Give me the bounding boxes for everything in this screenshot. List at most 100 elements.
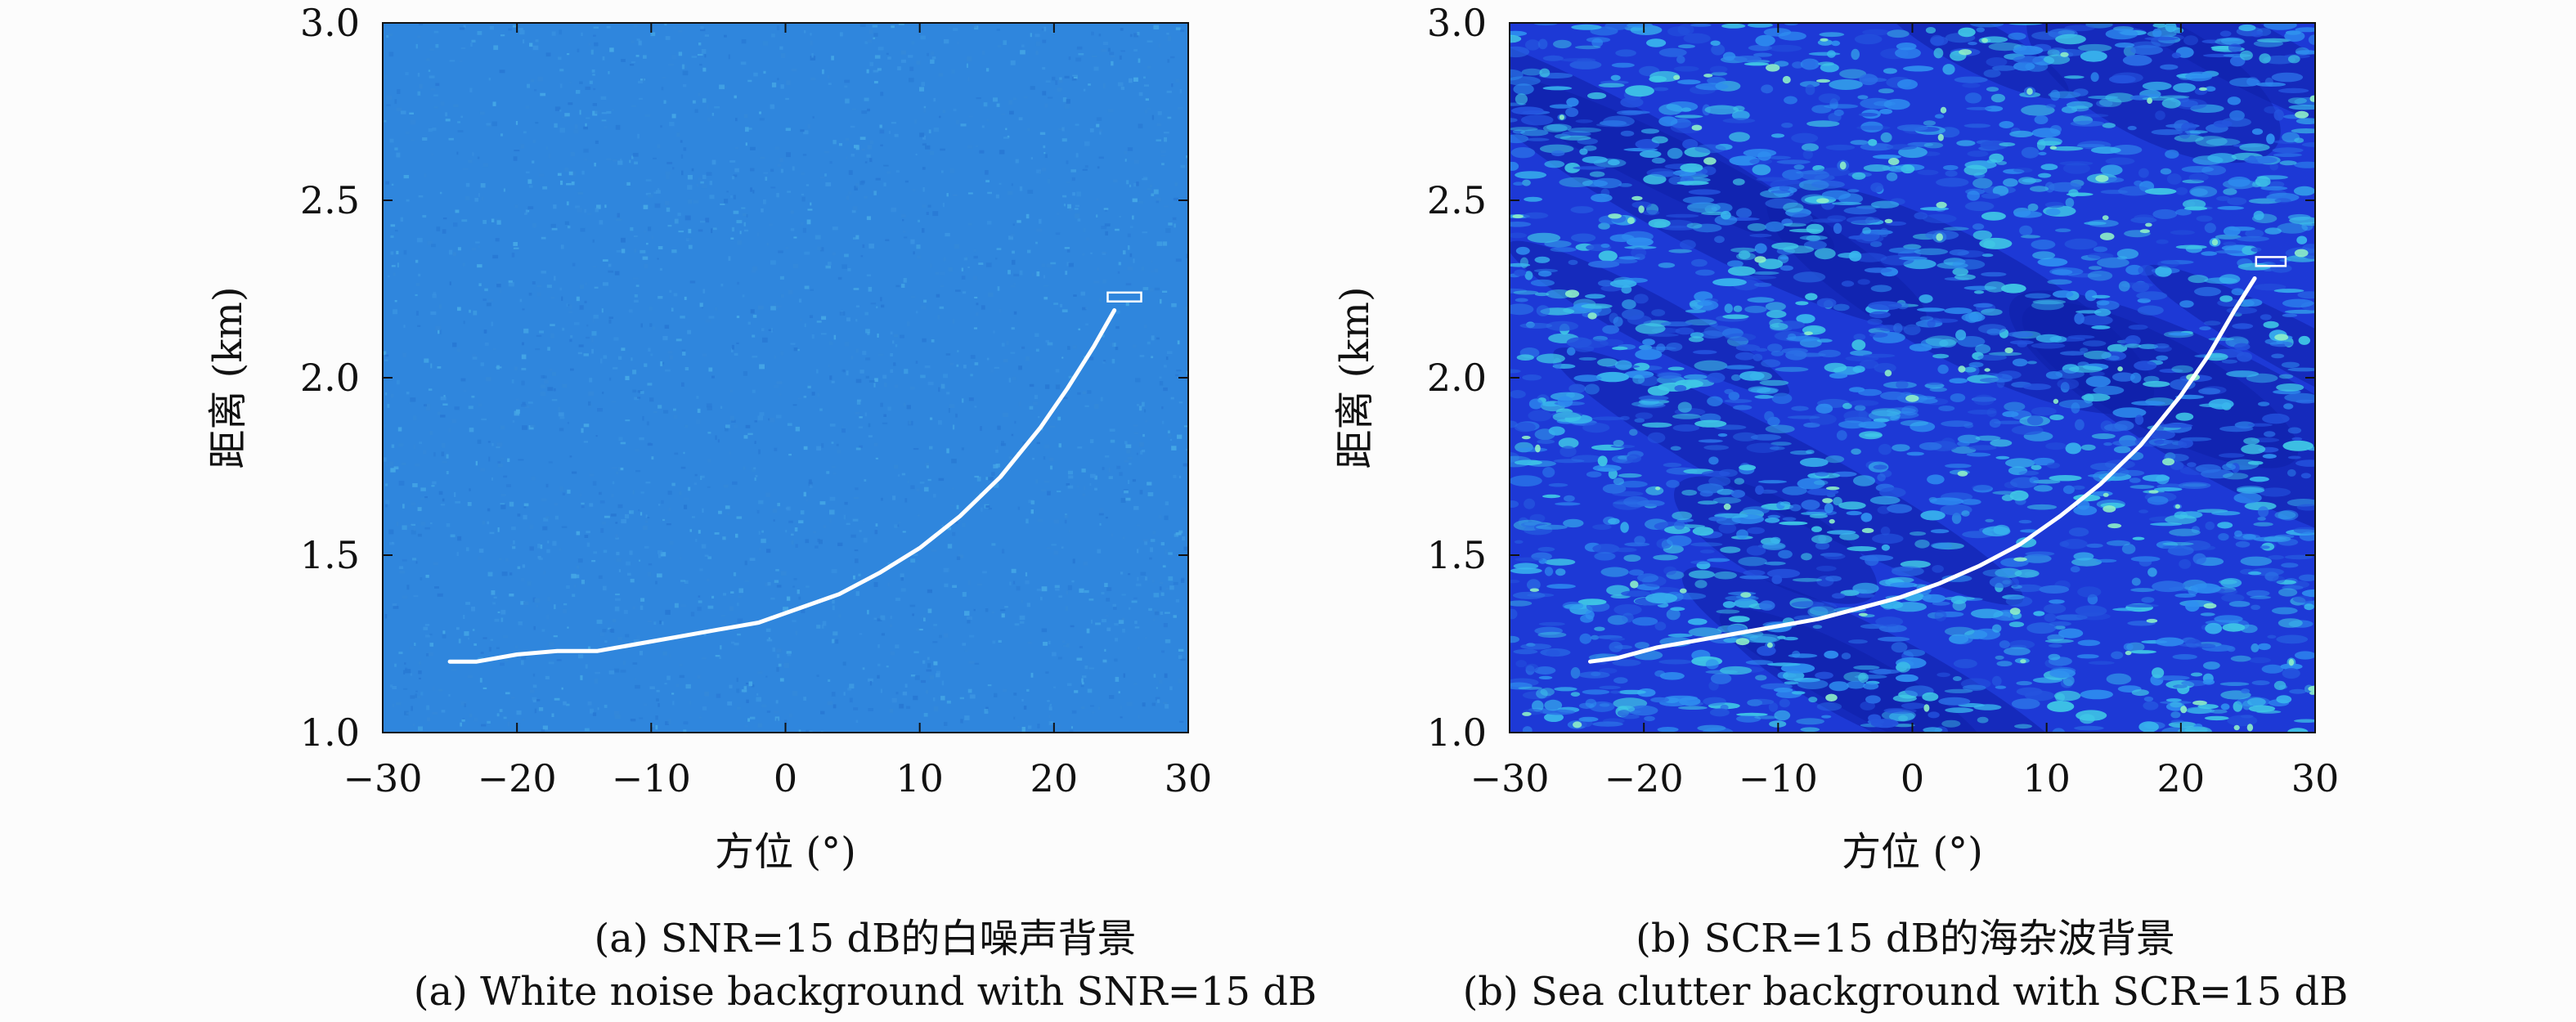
clutter-speckle — [1553, 39, 1572, 49]
noise-speckle — [1178, 107, 1183, 110]
noise-speckle — [420, 692, 424, 696]
noise-speckle — [640, 249, 646, 253]
clutter-speckle — [1617, 710, 1631, 717]
clutter-speckle — [1949, 378, 1968, 384]
noise-speckle — [1102, 42, 1108, 45]
clutter-speckle — [1552, 411, 1582, 423]
noise-speckle — [750, 187, 752, 192]
noise-speckle — [698, 43, 702, 46]
clutter-speckle — [1674, 384, 1687, 392]
clutter-speckle — [1995, 567, 2022, 578]
clutter-speckle — [2217, 522, 2233, 529]
noise-speckle — [1144, 325, 1147, 329]
noise-speckle — [433, 106, 438, 109]
noise-speckle — [1173, 615, 1177, 618]
noise-speckle — [1059, 303, 1063, 307]
noise-speckle — [834, 639, 839, 644]
clutter-speckle — [2166, 173, 2182, 185]
clutter-speckle — [2097, 257, 2129, 268]
noise-speckle — [736, 316, 740, 319]
clutter-speckle — [1850, 140, 1869, 146]
noise-speckle — [411, 139, 415, 141]
y-axis-label: 距离 (km) — [1332, 286, 1378, 468]
noise-speckle — [1126, 180, 1129, 185]
clutter-speckle — [1537, 271, 1552, 277]
noise-speckle — [1066, 249, 1070, 253]
noise-speckle — [868, 708, 873, 711]
noise-speckle — [803, 697, 806, 701]
noise-speckle — [870, 140, 873, 145]
noise-speckle — [741, 207, 746, 209]
clutter-spike — [1631, 195, 1643, 201]
noise-speckle — [475, 241, 480, 244]
clutter-speckle — [1774, 688, 1793, 693]
noise-speckle — [831, 56, 834, 61]
clutter-speckle — [2138, 168, 2149, 178]
clutter-speckle — [1515, 660, 1527, 668]
noise-speckle — [593, 26, 599, 29]
clutter-speckle — [1510, 500, 1519, 508]
y-tick-label: 1.0 — [1427, 710, 1487, 755]
noise-speckle — [417, 91, 421, 96]
noise-speckle — [637, 133, 640, 139]
clutter-speckle — [1694, 580, 1708, 589]
noise-speckle — [1153, 189, 1159, 195]
noise-speckle — [1122, 536, 1125, 540]
clutter-speckle — [1789, 450, 1812, 455]
noise-speckle — [396, 522, 399, 527]
noise-speckle — [1067, 585, 1072, 590]
noise-speckle — [1144, 636, 1147, 639]
clutter-speckle — [1522, 179, 1531, 186]
noise-speckle — [1098, 513, 1104, 516]
clutter-speckle — [1886, 144, 1918, 150]
noise-speckle — [826, 471, 830, 474]
noise-speckle — [981, 507, 983, 512]
noise-speckle — [1023, 706, 1027, 710]
clutter-speckle — [1647, 333, 1679, 337]
noise-speckle — [1106, 598, 1111, 602]
noise-speckle — [1096, 117, 1102, 121]
clutter-speckle — [1562, 601, 1584, 610]
clutter-speckle — [1555, 502, 1581, 506]
noise-speckle — [669, 654, 671, 658]
noise-speckle — [1002, 412, 1008, 418]
noise-speckle — [657, 703, 660, 707]
noise-speckle — [403, 249, 407, 255]
clutter-speckle — [2107, 343, 2128, 353]
noise-speckle — [810, 33, 812, 36]
noise-speckle — [832, 704, 837, 709]
clutter-speckle — [2035, 334, 2062, 343]
noise-speckle — [1098, 156, 1104, 159]
noise-speckle — [532, 281, 536, 285]
noise-speckle — [1000, 609, 1006, 612]
clutter-speckle — [1828, 112, 1842, 123]
noise-speckle — [532, 697, 537, 701]
clutter-speckle — [1722, 601, 1736, 608]
noise-speckle — [692, 516, 695, 518]
noise-speckle — [880, 402, 883, 407]
noise-speckle — [1101, 226, 1107, 230]
noise-speckle — [482, 687, 487, 689]
noise-speckle — [844, 501, 848, 505]
noise-speckle — [383, 351, 387, 356]
noise-speckle — [850, 534, 856, 538]
clutter-speckle — [1554, 687, 1577, 692]
noise-speckle — [632, 662, 638, 665]
clutter-speckle — [2155, 266, 2172, 277]
noise-speckle — [1008, 235, 1013, 240]
clutter-speckle — [1536, 353, 1565, 364]
noise-speckle — [436, 226, 441, 231]
noise-speckle — [554, 123, 558, 128]
clutter-speckle — [1609, 234, 1635, 243]
clutter-speckle — [1811, 105, 1832, 114]
clutter-speckle — [1559, 177, 1593, 187]
noise-speckle — [880, 297, 882, 302]
noise-speckle — [658, 554, 662, 558]
noise-speckle — [601, 308, 604, 313]
clutter-speckle — [1961, 499, 1981, 505]
clutter-speckle — [1896, 124, 1928, 132]
noise-speckle — [725, 424, 730, 428]
noise-speckle — [1175, 374, 1179, 377]
clutter-speckle — [2087, 271, 2113, 281]
clutter-speckle — [2002, 594, 2025, 600]
